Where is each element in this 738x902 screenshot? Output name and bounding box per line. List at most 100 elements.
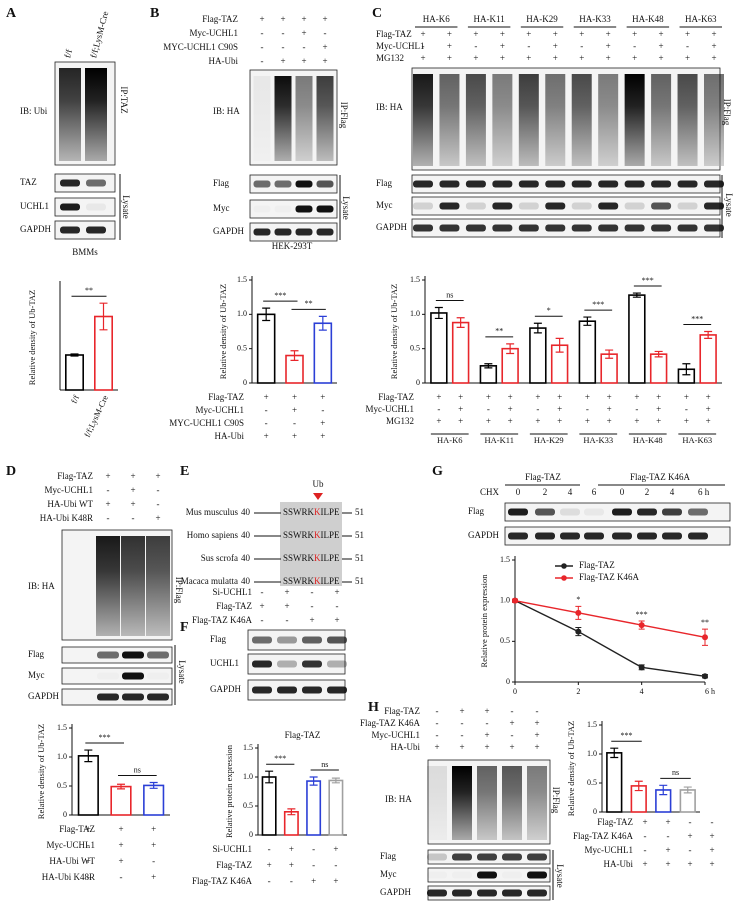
legend-marker (561, 575, 567, 581)
band (518, 180, 539, 188)
ub-smear (477, 766, 497, 840)
condition-label: Si-UCHL1 (212, 844, 252, 854)
condition-sign: - (586, 404, 589, 414)
band (662, 532, 682, 540)
band (502, 889, 522, 897)
group-label: HA-K6 (423, 14, 450, 24)
condition-label: MYC-UCHL1 C90S (169, 418, 244, 428)
row-label: Flag (210, 634, 227, 644)
row-label: Flag (376, 178, 393, 188)
condition-sign: + (151, 824, 156, 834)
band (651, 180, 672, 188)
band (492, 180, 513, 188)
error-bar (290, 350, 299, 361)
condition-sign: + (606, 29, 611, 39)
species-label: Sus scrofa (201, 553, 238, 563)
bar (261, 776, 277, 836)
error-bar (309, 776, 318, 786)
sequence-after: ILPE (321, 507, 341, 517)
ub-smear (316, 76, 334, 161)
condition-sign: + (508, 392, 513, 402)
species-label: Macaca mulatta (181, 576, 238, 586)
y-tick-label: 1.5 (57, 723, 67, 732)
data-point (638, 664, 645, 671)
condition-sign: - (689, 845, 692, 855)
condition-sign: - (685, 404, 688, 414)
band (439, 180, 460, 188)
condition-sign: + (447, 53, 452, 63)
condition-sign: + (557, 404, 562, 414)
error-bar (287, 808, 296, 816)
residue-end: 51 (355, 576, 364, 586)
ub-smear (85, 68, 107, 161)
sequence-before: SSWRK (283, 530, 315, 540)
band (316, 228, 334, 236)
condition-sign: + (656, 416, 661, 426)
band (252, 636, 272, 644)
blot-frame (61, 667, 173, 685)
band (254, 206, 271, 213)
ip-label: IP:Flag (551, 787, 561, 814)
condition-sign: - (437, 404, 440, 414)
ip-label: IP:TAZ (119, 86, 129, 113)
x-tick-label: 4 (640, 687, 644, 696)
condition-sign: + (322, 56, 327, 66)
series-line (514, 599, 706, 638)
band (427, 872, 447, 879)
band (427, 853, 447, 861)
time-label: 2 (645, 487, 650, 497)
panel-label: D (6, 464, 16, 479)
condition-sign: - (282, 28, 285, 38)
blot-frame (247, 653, 346, 675)
condition-label: Myc-UCHL1 (366, 404, 415, 414)
band (560, 532, 580, 540)
condition-sign: + (151, 872, 156, 882)
band (688, 508, 708, 516)
y-tick-label: 0.5 (500, 636, 510, 645)
condition-sign: + (659, 53, 664, 63)
sequence-after: ILPE (321, 553, 341, 563)
condition-sign: + (687, 859, 692, 869)
band (252, 686, 272, 694)
condition-sign: + (687, 831, 692, 841)
x-tick-label: 2 (576, 687, 580, 696)
band (295, 205, 313, 213)
condition-sign: + (301, 28, 306, 38)
condition-sign: + (292, 405, 297, 415)
ub-smear (598, 74, 619, 166)
band (452, 872, 472, 879)
condition-sign: + (486, 416, 491, 426)
condition-sign: - (474, 41, 477, 51)
ub-smear (502, 766, 522, 840)
ib-label: IB: HA (376, 102, 403, 112)
condition-sign: - (461, 718, 464, 728)
condition-sign: + (292, 431, 297, 441)
bar (77, 755, 99, 816)
condition-sign: + (420, 29, 425, 39)
significance-label: *** (274, 291, 286, 300)
band (651, 202, 672, 210)
band (316, 205, 334, 213)
y-tick-label: 0 (416, 378, 420, 387)
condition-sign: + (684, 416, 689, 426)
sequence: SSWRKKILPE (283, 507, 340, 517)
condition-sign: - (436, 730, 439, 740)
condition-sign: + (333, 876, 338, 886)
band (327, 660, 347, 668)
condition-sign: + (420, 53, 425, 63)
bar (699, 334, 717, 384)
band (677, 202, 698, 210)
ib-label: IB: Ubi (20, 106, 48, 116)
sequence-before: SSWRK (283, 553, 315, 563)
error-bar (99, 302, 108, 331)
legend-label: Flag-TAZ K46A (579, 572, 640, 582)
band (704, 180, 724, 188)
condition-sign: - (132, 513, 135, 523)
sequence-site: K (314, 576, 321, 586)
group-label: HA-K6 (437, 435, 463, 445)
group-label: HA-K11 (474, 14, 505, 24)
condition-sign: + (436, 416, 441, 426)
ib-label: IB: HA (28, 581, 55, 591)
